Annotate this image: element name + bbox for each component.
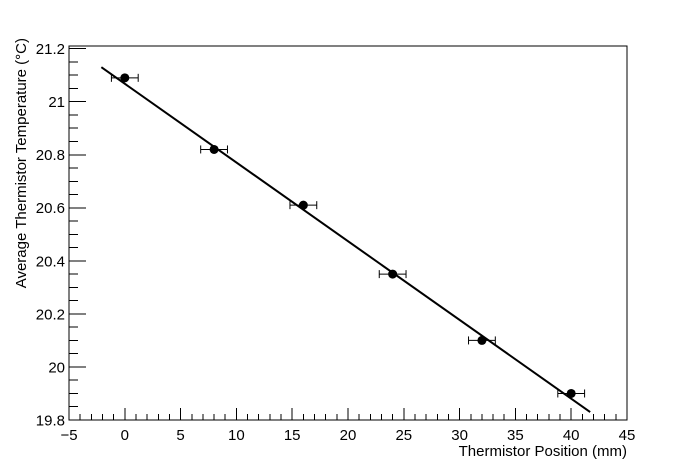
fit-line (100, 66, 591, 413)
x-tick-label: 5 (176, 427, 184, 444)
x-tick-label: 45 (619, 427, 636, 444)
y-axis-title: Average Thermistor Temperature (°C) (13, 38, 30, 288)
x-tick-label: 15 (284, 427, 301, 444)
x-tick-label: 30 (451, 427, 468, 444)
x-axis-title: Thermistor Position (mm) (459, 443, 627, 460)
x-tick-label: 25 (395, 427, 412, 444)
x-tick-label: 10 (228, 427, 245, 444)
y-tick-label: 20 (48, 359, 65, 376)
x-tick-label: 0 (121, 427, 129, 444)
y-tick-label: 21 (48, 94, 65, 111)
y-tick-label: 19.8 (36, 412, 65, 429)
x-tick-label: 20 (340, 427, 357, 444)
x-tick-label: −5 (60, 427, 77, 444)
x-tick-label: 40 (563, 427, 580, 444)
plot-frame (68, 45, 628, 421)
y-tick-label: 20.4 (36, 253, 65, 270)
y-tick-label: 21.2 (36, 41, 65, 58)
x-tick-label: 35 (507, 427, 524, 444)
y-tick-label: 20.8 (36, 147, 65, 164)
plot-layer: −5 0 5 10 15 20 25 30 35 40 45 19.8 20 20.2 20.4 20.6 20… (36, 41, 636, 444)
y-tick-label: 20.6 (36, 200, 65, 217)
data-point-marker (120, 73, 130, 83)
data-point-marker (566, 388, 576, 398)
y-tick-label: 20.2 (36, 306, 65, 323)
